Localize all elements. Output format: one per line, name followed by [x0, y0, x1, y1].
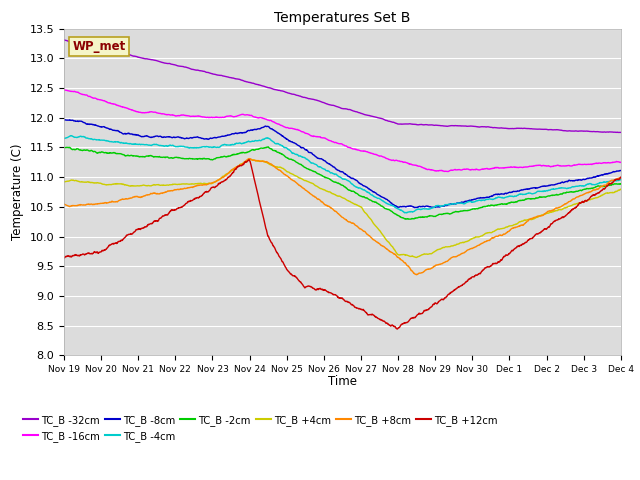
TC_B +12cm	[88, 251, 96, 257]
TC_B -8cm	[411, 205, 419, 211]
TC_B -4cm	[617, 177, 625, 182]
TC_B -8cm	[499, 191, 507, 197]
TC_B -4cm	[316, 164, 324, 169]
Line: TC_B -32cm: TC_B -32cm	[64, 40, 621, 132]
TC_B -2cm	[331, 179, 339, 185]
TC_B -8cm	[316, 156, 324, 162]
TC_B -2cm	[602, 183, 609, 189]
TC_B -32cm	[614, 130, 622, 135]
TC_B +12cm	[316, 286, 324, 291]
TC_B +4cm	[331, 192, 339, 197]
TC_B +8cm	[413, 272, 420, 277]
Line: TC_B +8cm: TC_B +8cm	[64, 158, 621, 275]
Text: WP_met: WP_met	[72, 40, 125, 53]
TC_B +12cm	[245, 157, 253, 163]
TC_B -16cm	[601, 160, 609, 166]
TC_B -4cm	[601, 180, 609, 185]
TC_B -16cm	[331, 140, 339, 145]
TC_B +12cm	[331, 292, 339, 298]
Line: TC_B -8cm: TC_B -8cm	[64, 120, 621, 208]
TC_B +4cm	[499, 226, 507, 231]
TC_B -4cm	[89, 137, 97, 143]
Line: TC_B -4cm: TC_B -4cm	[64, 136, 621, 213]
TC_B -16cm	[60, 87, 68, 93]
TC_B -32cm	[601, 129, 609, 135]
TC_B +4cm	[88, 180, 96, 185]
TC_B -32cm	[600, 129, 608, 135]
TC_B -2cm	[499, 202, 507, 207]
TC_B -32cm	[88, 44, 96, 50]
TC_B +12cm	[602, 185, 609, 191]
TC_B +12cm	[617, 174, 625, 180]
TC_B -2cm	[617, 181, 625, 187]
TC_B +8cm	[602, 182, 609, 188]
TC_B -8cm	[331, 165, 339, 171]
TC_B -4cm	[499, 195, 507, 201]
TC_B -2cm	[60, 144, 68, 150]
TC_B -16cm	[316, 134, 324, 140]
TC_B +8cm	[617, 175, 625, 180]
TC_B -32cm	[316, 98, 324, 104]
TC_B -8cm	[601, 171, 609, 177]
TC_B -16cm	[499, 165, 506, 171]
TC_B -8cm	[60, 117, 68, 123]
TC_B +8cm	[601, 182, 609, 188]
TC_B -2cm	[406, 216, 413, 222]
TC_B +4cm	[246, 156, 253, 162]
TC_B +8cm	[60, 201, 68, 207]
TC_B -4cm	[67, 133, 74, 139]
TC_B -32cm	[60, 37, 68, 43]
TC_B +8cm	[245, 156, 253, 161]
TC_B +12cm	[601, 185, 609, 191]
TC_B +12cm	[394, 326, 401, 332]
TC_B -32cm	[499, 125, 506, 131]
TC_B -2cm	[601, 183, 609, 189]
TC_B +8cm	[499, 232, 507, 238]
TC_B -16cm	[444, 168, 452, 174]
TC_B +8cm	[331, 208, 339, 214]
TC_B -4cm	[602, 180, 609, 185]
Title: Temperatures Set B: Temperatures Set B	[274, 11, 411, 25]
Line: TC_B -2cm: TC_B -2cm	[64, 147, 621, 219]
TC_B +4cm	[602, 191, 609, 196]
TC_B -4cm	[331, 171, 339, 177]
TC_B -32cm	[617, 130, 625, 135]
TC_B -2cm	[316, 172, 324, 178]
TC_B +8cm	[88, 202, 96, 207]
TC_B -16cm	[601, 160, 609, 166]
Y-axis label: Temperature (C): Temperature (C)	[11, 144, 24, 240]
TC_B -8cm	[602, 171, 609, 177]
TC_B -16cm	[88, 95, 96, 101]
TC_B -8cm	[617, 168, 625, 173]
TC_B +12cm	[60, 255, 68, 261]
TC_B -2cm	[88, 148, 96, 154]
TC_B +12cm	[499, 255, 507, 261]
TC_B -4cm	[60, 135, 68, 141]
TC_B +4cm	[617, 186, 625, 192]
TC_B +4cm	[316, 186, 324, 192]
TC_B +4cm	[413, 254, 420, 260]
Line: TC_B -16cm: TC_B -16cm	[64, 90, 621, 171]
Line: TC_B +12cm: TC_B +12cm	[64, 160, 621, 329]
TC_B -32cm	[331, 103, 339, 108]
X-axis label: Time: Time	[328, 375, 357, 388]
TC_B -8cm	[66, 117, 74, 123]
TC_B -8cm	[89, 122, 97, 128]
TC_B +4cm	[60, 179, 68, 185]
TC_B +4cm	[601, 191, 609, 196]
TC_B -4cm	[403, 210, 411, 216]
TC_B -16cm	[617, 159, 625, 165]
Line: TC_B +4cm: TC_B +4cm	[64, 159, 621, 257]
TC_B -2cm	[264, 144, 272, 150]
Legend: TC_B -32cm, TC_B -16cm, TC_B -8cm, TC_B -4cm, TC_B -2cm, TC_B +4cm, TC_B +8cm, T: TC_B -32cm, TC_B -16cm, TC_B -8cm, TC_B …	[19, 411, 501, 445]
TC_B +8cm	[316, 198, 324, 204]
